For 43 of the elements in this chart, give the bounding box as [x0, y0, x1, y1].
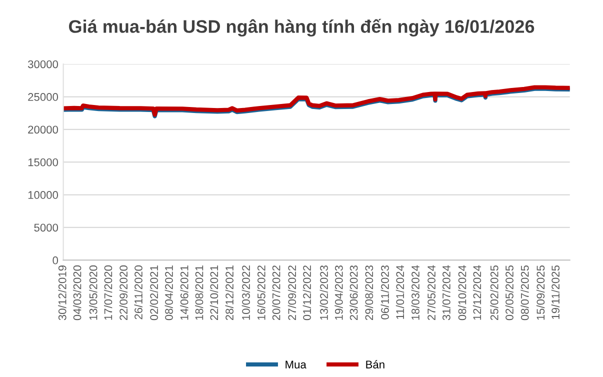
x-tick-label: 29/08/2023 — [364, 265, 374, 320]
y-tick-label: 5000 — [34, 224, 58, 232]
x-tick-label: 13/02/2023 — [320, 265, 328, 320]
x-tick-label: 25/02/2025 — [490, 265, 498, 320]
x-tick-label: 14/06/2021 — [180, 266, 188, 320]
x-tick-label: 27/05/2024 — [427, 265, 436, 320]
y-tick-label: 30000 — [28, 60, 58, 68]
x-tick-label: 26/11/2020 — [134, 265, 142, 320]
x-tick-label: 15/09/2025 — [536, 265, 545, 320]
x-tick-label: 19/04/2023 — [334, 265, 343, 320]
x-tick-label: 02/05/2025 — [505, 265, 514, 320]
x-tick-label: 08/10/2024 — [458, 265, 466, 320]
x-tick-label: 11/01/2024 — [396, 265, 404, 319]
legend-label: Bán — [366, 360, 384, 368]
x-tick-label: 19/11/2025 — [551, 265, 560, 319]
x-tick-label: 18/03/2024 — [411, 265, 420, 320]
x-tick-label: 22/09/2020 — [119, 265, 128, 320]
x-tick-label: 08/04/2021 — [164, 266, 173, 320]
x-tick-label: 01/12/2022 — [302, 266, 311, 320]
x-tick-label: 04/03/2020 — [73, 265, 82, 320]
chart-title: Giá mua-bán USD ngân hàng tính đến ngày 16/01/2026 — [68, 18, 534, 37]
y-tick-label: 15000 — [28, 158, 58, 166]
x-tick-label: 18/08/2021 — [195, 266, 204, 320]
x-tick-label: 17/07/2020 — [104, 265, 112, 320]
y-tick-label: 0 — [52, 256, 58, 264]
x-tick-label: 22/10/2021 — [210, 266, 218, 320]
x-tick-label: 02/02/2021 — [150, 266, 158, 320]
y-tick-label: 10000 — [28, 191, 58, 199]
x-tick-label: 27/09/2022 — [288, 266, 296, 320]
x-tick-label: 20/07/2022 — [272, 266, 280, 320]
x-tick-label: 08/07/2025 — [520, 265, 529, 320]
x-tick-label: 13/05/2020 — [89, 265, 98, 320]
y-tick-label: 20000 — [28, 126, 58, 134]
x-tick-label: 30/12/2019 — [58, 266, 66, 320]
x-tick-label: 10/03/2022 — [242, 266, 250, 320]
x-tick-label: 31/07/2024 — [442, 265, 450, 320]
x-tick-label: 16/05/2022 — [257, 266, 266, 320]
legend-label: Mua — [286, 360, 306, 368]
x-tick-label: 28/12/2021 — [225, 266, 234, 320]
x-tick-label: 12/12/2024 — [472, 265, 482, 320]
y-tick-label: 25000 — [28, 93, 58, 101]
x-tick-label: 06/11/2023 — [380, 265, 389, 320]
x-tick-label: 23/06/2023 — [350, 265, 358, 320]
